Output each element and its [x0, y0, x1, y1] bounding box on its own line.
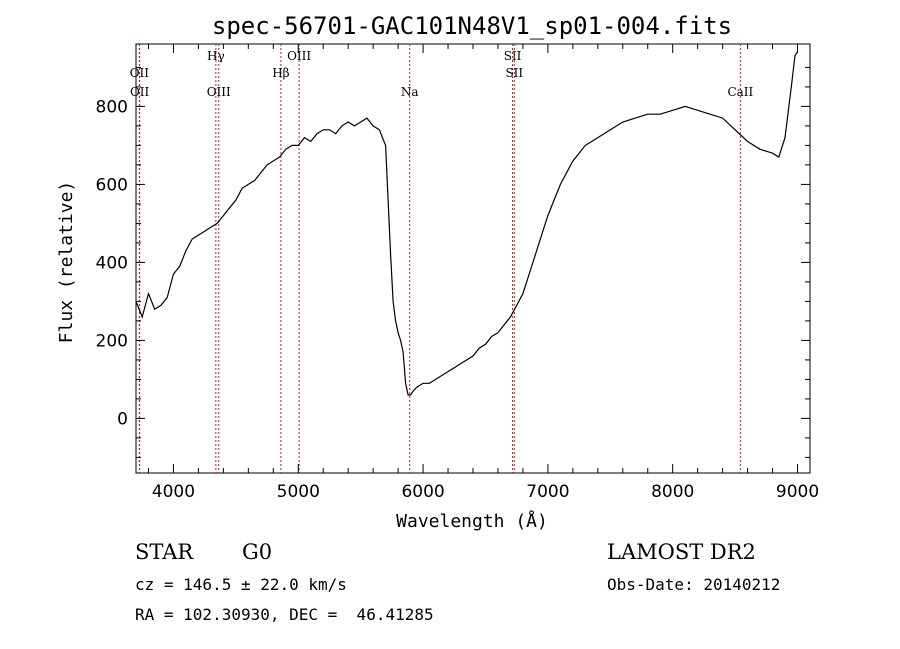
x-axis-label: Wavelength (Å): [396, 510, 548, 532]
survey-name: LAMOST DR2: [607, 540, 756, 564]
x-tick-label-0: 4000: [152, 482, 195, 502]
y-tick-label-4: 800: [96, 97, 128, 117]
object-subclass: G0: [242, 540, 273, 564]
object-class: STAR: [135, 540, 194, 564]
line-marker-label-6: Na: [401, 85, 419, 99]
line-marker-label-1: OII: [130, 85, 150, 99]
line-marker-label-4: Hβ: [272, 66, 289, 80]
x-axis-ticks: 4000 5000 6000 7000 8000 9000: [147, 44, 819, 502]
x-tick-label-5: 9000: [776, 482, 819, 502]
x-tick-label-1: 5000: [277, 482, 320, 502]
x-tick-label-2: 6000: [401, 482, 444, 502]
x-tick-label-4: 8000: [651, 482, 694, 502]
y-tick-label-1: 200: [96, 331, 128, 351]
y-axis-ticks: 0 200 400 600 800: [96, 66, 810, 458]
y-tick-label-3: 600: [96, 175, 128, 195]
line-marker-label-8: SII: [505, 66, 523, 80]
plot-frame: [135, 43, 811, 474]
flux-series: [135, 51, 799, 396]
y-tick-label-2: 400: [96, 253, 128, 273]
y-tick-label-0: 0: [117, 409, 128, 429]
line-marker-label-9: CaII: [727, 85, 753, 99]
y-axis-label: Flux (relative): [56, 181, 77, 344]
chart-title: spec-56701-GAC101N48V1_sp01-004.fits: [212, 12, 732, 40]
redshift-text: cz = 146.5 ± 22.0 km/s: [135, 575, 347, 594]
series-line-0: [135, 51, 799, 396]
line-marker-label-5: OIII: [287, 49, 311, 63]
line-marker-label-3: OIII: [207, 85, 231, 99]
line-marker-label-7: SII: [504, 49, 522, 63]
x-tick-label-3: 7000: [526, 482, 569, 502]
obs-date: Obs-Date: 20140212: [607, 575, 781, 594]
coordinates: RA = 102.30930, DEC = 46.41285: [135, 605, 434, 624]
line-marker-label-2: Hγ: [207, 49, 225, 63]
